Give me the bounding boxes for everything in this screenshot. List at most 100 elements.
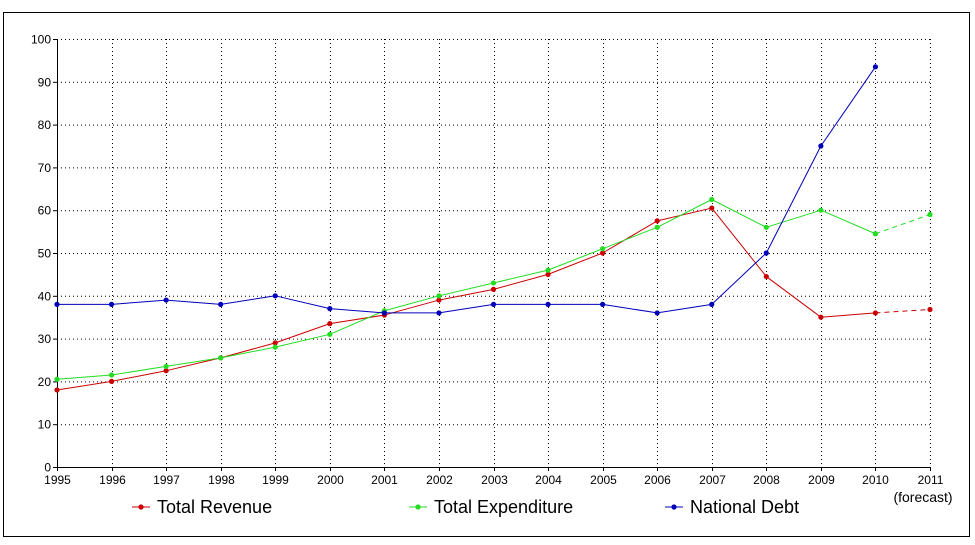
series-total-expenditure-point-2011 <box>927 211 933 218</box>
series-total-revenue-point-2000 <box>327 321 333 327</box>
series-total-expenditure-point-2009 <box>818 207 824 213</box>
series-total-revenue-point-2009 <box>818 314 824 320</box>
series-total-revenue-segment-0 <box>56 380 112 391</box>
series-total-revenue-point-1999 <box>272 340 278 346</box>
series-national-debt-segment-5 <box>329 308 385 314</box>
legend-marker-total-expenditure <box>415 504 421 510</box>
series-total-revenue-segment-10 <box>602 220 658 254</box>
x-axis-ticks: 1995 1996 1997 1998 1999 2000 2001 2002 2003 2004… <box>44 467 944 487</box>
series-national-debt-point-2001 <box>381 310 387 316</box>
x-tick-label-2009: 2009 <box>808 473 835 487</box>
series-total-revenue-segment-7 <box>438 288 494 301</box>
series-total-revenue-segment-5 <box>329 314 385 325</box>
legend-label-total-revenue: Total Revenue <box>157 497 272 517</box>
series-national-debt-point-2008 <box>763 250 769 256</box>
x-tick-label-2011: 2011 <box>918 473 944 487</box>
series-total-expenditure-point-1995 <box>54 376 60 382</box>
series-national-debt-segment-2 <box>166 299 221 305</box>
series-total-revenue-point-2008 <box>763 273 769 280</box>
legend-item-national-debt: National Debt <box>665 497 799 517</box>
series-total-revenue-point-2007 <box>709 205 715 211</box>
series-national-debt-point-2010 <box>872 64 879 70</box>
y-tick-label-30: 30 <box>38 332 52 346</box>
series-total-expenditure-point-1996 <box>108 372 115 378</box>
y-axis-ticks: 0 10 20 30 40 50 60 70 80 90 100 <box>31 33 57 475</box>
series-total-expenditure-point-1997 <box>163 363 169 370</box>
series-total-expenditure-segment-4 <box>275 333 330 348</box>
y-tick-label-100: 100 <box>31 33 51 47</box>
series-total-expenditure-segment-11 <box>656 199 712 228</box>
x-tick-label-2002: 2002 <box>426 473 453 487</box>
series-total-expenditure-point-2004 <box>545 267 551 273</box>
series-total-revenue-point-2010 <box>872 310 879 316</box>
y-tick-label-0: 0 <box>44 461 51 475</box>
series-national-debt-point-1998 <box>218 301 224 307</box>
series-national-debt-segment-7 <box>438 303 494 314</box>
series-total-revenue-segment-11 <box>657 207 712 222</box>
series-total-expenditure-point-2010 <box>872 231 879 237</box>
series-national-debt-point-2006 <box>654 310 660 316</box>
y-tick-label-90: 90 <box>38 75 52 89</box>
series-total-expenditure-segment-7 <box>438 282 494 297</box>
x-tick-label-1995: 1995 <box>44 473 71 487</box>
series-national-debt-segment-1 <box>111 299 167 305</box>
legend-label-total-expenditure: Total Expenditure <box>434 497 573 517</box>
legend-label-national-debt: National Debt <box>690 497 799 517</box>
y-tick-label-40: 40 <box>38 289 52 303</box>
series-total-revenue <box>54 205 933 393</box>
series-total-expenditure-segment-3 <box>220 346 276 359</box>
series-total-expenditure-point-2006 <box>654 224 660 230</box>
x-tick-label-2004: 2004 <box>535 473 562 487</box>
x-axis-forecast-note: (forecast) <box>893 489 952 505</box>
series-total-expenditure-segment-2 <box>166 357 221 367</box>
series-total-expenditure-segment-15 <box>875 214 931 235</box>
legend-item-total-revenue: Total Revenue <box>132 497 272 517</box>
series-total-expenditure-point-2003 <box>490 280 497 286</box>
series-total-expenditure-point-2005 <box>600 246 606 252</box>
x-tick-label-1998: 1998 <box>208 473 235 487</box>
series-total-expenditure-segment-14 <box>820 209 876 235</box>
series-national-debt-segment-10 <box>602 303 658 314</box>
series-total-revenue-point-1997 <box>163 368 169 374</box>
series-total-revenue-segment-3 <box>220 342 276 359</box>
series-total-expenditure-segment-10 <box>602 226 658 250</box>
chart-border <box>3 12 970 537</box>
x-tick-label-2000: 2000 <box>317 473 344 487</box>
y-tick-label-60: 60 <box>38 204 52 218</box>
x-tick-label-2006: 2006 <box>644 473 671 487</box>
series-national-debt-segment-4 <box>275 295 330 310</box>
grid-lines <box>57 39 931 467</box>
series-total-expenditure-point-2007 <box>709 196 715 203</box>
y-tick-label-10: 10 <box>38 418 52 432</box>
y-tick-label-20: 20 <box>38 375 52 389</box>
x-tick-label-2005: 2005 <box>590 473 617 487</box>
series-total-revenue-point-2011 <box>927 306 933 313</box>
x-tick-label-1997: 1997 <box>153 473 180 487</box>
series-total-revenue-segment-4 <box>275 323 330 344</box>
series-national-debt-segment-3 <box>220 295 276 305</box>
x-tick-label-2007: 2007 <box>699 473 726 487</box>
series-total-revenue-point-2002 <box>436 297 442 303</box>
series-total-expenditure-segment-1 <box>111 365 167 376</box>
x-tick-label-2001: 2001 <box>371 473 398 487</box>
series-total-expenditure-point-1998 <box>218 355 224 361</box>
series-national-debt-point-2007 <box>709 301 715 307</box>
series-national-debt-point-1997 <box>163 297 169 303</box>
series-total-revenue-point-2005 <box>600 250 606 256</box>
x-tick-label-2010: 2010 <box>862 473 889 487</box>
legend: Total Revenue Total Expenditure National D… <box>132 497 799 517</box>
series-national-debt-segment-11 <box>657 303 712 314</box>
series-total-revenue-segment-12 <box>711 207 767 277</box>
series-total-expenditure-point-2000 <box>327 331 333 337</box>
series-total-revenue-segment-1 <box>111 370 167 382</box>
series-national-debt-point-2005 <box>600 301 606 307</box>
legend-marker-total-revenue <box>138 504 144 510</box>
series-total-revenue-point-1995 <box>54 387 60 393</box>
series-total-revenue-point-1996 <box>108 378 115 384</box>
axes <box>57 39 931 468</box>
x-tick-label-1999: 1999 <box>262 473 289 487</box>
series-total-expenditure-segment-5 <box>329 310 385 335</box>
x-tick-label-1996: 1996 <box>99 473 126 487</box>
